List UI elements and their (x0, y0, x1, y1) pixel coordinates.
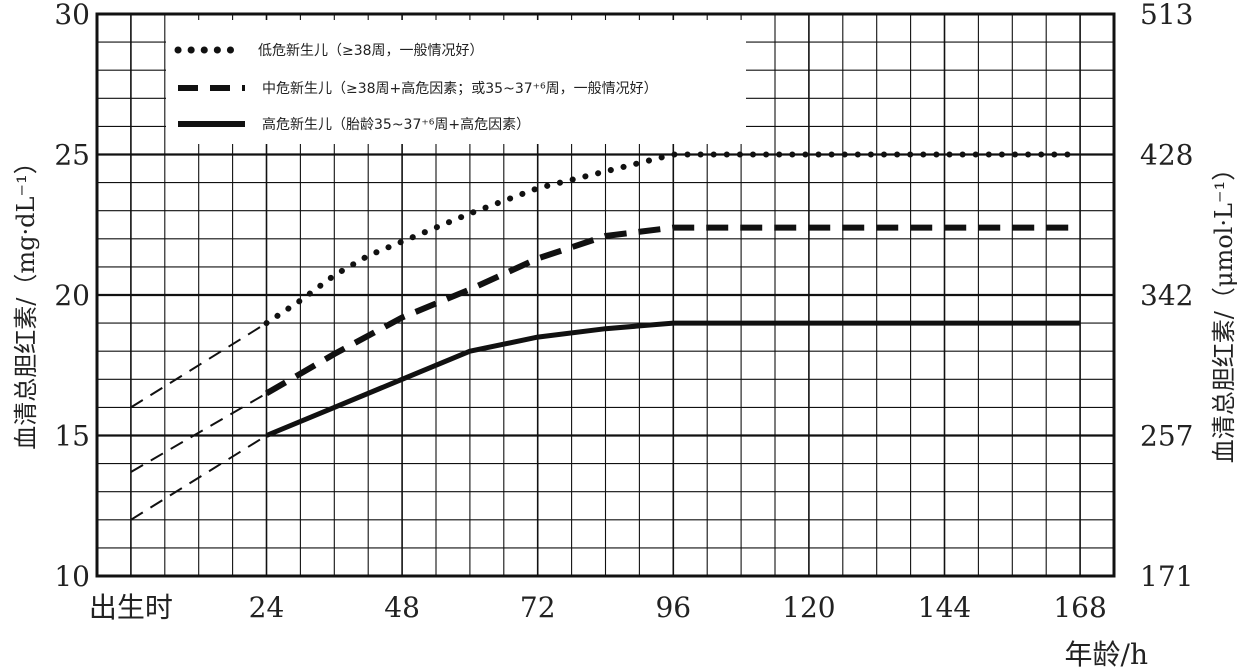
x-tick-label: 120 (782, 591, 835, 624)
x-tick-label: 72 (520, 591, 556, 624)
y-tick-label-left: 25 (54, 139, 90, 172)
tick-labels: 出生时 24 48 72 96 120 144 168 10 15 20 25 30 171 257 342 4… (54, 0, 1193, 624)
series-line-dashed (264, 224, 1081, 396)
series-extrapolation-dashed (130, 392, 268, 473)
series-line-solid (265, 320, 1081, 438)
legend-label-high-risk: 高危新生儿（胎龄35~37⁺⁶周+高危因素） (262, 116, 530, 133)
plot-frame (95, 12, 1116, 578)
y-tick-label-right: 257 (1140, 420, 1193, 453)
legend-box (166, 20, 746, 144)
y-tick-label-right: 171 (1140, 560, 1193, 593)
y-tick-label-right: 342 (1140, 279, 1193, 312)
legend-label-medium-risk: 中危新生儿（≥38周+高危因素；或35~37⁺⁶周，一般情况好） (262, 80, 658, 97)
y-tick-label-left: 30 (54, 0, 90, 31)
y-tick-label-left: 20 (54, 279, 90, 312)
y-tick-label-right: 513 (1140, 0, 1193, 31)
y-tick-label-left: 15 (54, 420, 90, 453)
x-tick-label: 144 (918, 591, 971, 624)
y-tick-label-left: 10 (54, 560, 90, 593)
series-extrapolation-dotted (130, 322, 268, 409)
y-axis-label-left: 血清总胆红素/（mg·dL⁻¹） (12, 150, 40, 449)
y-tick-label-right: 428 (1140, 139, 1193, 172)
legend-label-low-risk: 低危新生儿（≥38周，一般情况好） (258, 43, 484, 59)
series-extrapolation-solid (130, 434, 268, 521)
x-tick-label: 96 (655, 591, 691, 624)
x-tick-label: 出生时 (89, 591, 173, 624)
x-axis-label: 年龄/h (1065, 638, 1148, 671)
series-line-dotted (263, 151, 1084, 327)
x-tick-label: 48 (384, 591, 420, 624)
x-tick-label: 168 (1053, 591, 1106, 624)
legend: 低危新生儿（≥38周，一般情况好） 中危新生儿（≥38周+高危因素；或35~37… (174, 43, 658, 133)
x-tick-label: 24 (249, 591, 285, 624)
series-lines (130, 151, 1084, 521)
y-axis-label-right: 血清总胆红素/（μmol·L⁻¹） (1210, 157, 1238, 463)
